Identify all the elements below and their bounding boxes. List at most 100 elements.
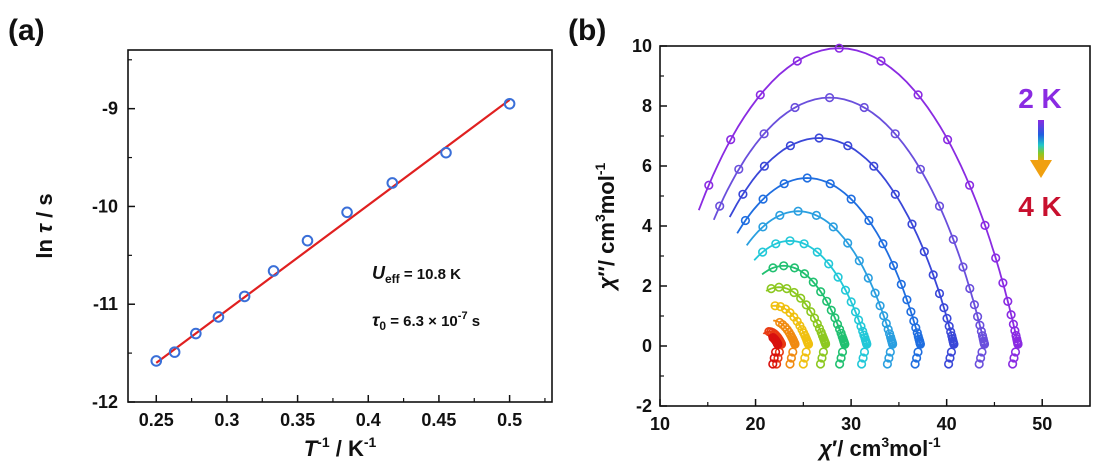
chart-b-ytick-label: -2 xyxy=(636,396,652,416)
data-point xyxy=(771,239,781,249)
data-point xyxy=(850,307,861,317)
chart-b-xlabel-sup2: -1 xyxy=(928,434,941,450)
data-point xyxy=(980,220,990,230)
data-point xyxy=(704,180,714,190)
data-point xyxy=(734,164,744,174)
data-point xyxy=(896,279,906,290)
data-point xyxy=(799,239,809,249)
panel-b-label: (b) xyxy=(568,14,606,47)
data-point xyxy=(974,359,984,369)
data-point xyxy=(822,296,832,306)
chart-a-frame xyxy=(127,49,553,403)
data-point xyxy=(759,161,770,171)
data-point xyxy=(884,329,895,339)
chart-b-xlabel: χ′/ cm3mol-1 xyxy=(817,434,941,461)
chart-b-xlabel-sup1: 3 xyxy=(881,434,889,450)
data-point xyxy=(883,324,893,335)
chart-b-xlabel-prime: ′ xyxy=(832,436,837,461)
data-point xyxy=(942,313,952,324)
data-point xyxy=(975,353,986,363)
chart-a-xtick-label: 0.3 xyxy=(214,410,239,430)
data-point xyxy=(814,323,825,334)
data-point xyxy=(758,194,768,204)
chart-b-xtick-label: 10 xyxy=(650,414,670,434)
data-point xyxy=(779,179,789,189)
cole-cole-series xyxy=(765,282,831,369)
data-point xyxy=(948,234,958,244)
data-point xyxy=(798,359,808,369)
chart-a-marks xyxy=(150,97,516,367)
data-point xyxy=(939,303,949,313)
chart-a-xtick-label: 0.45 xyxy=(421,410,456,430)
chart-a-ylabel-symbol: τ xyxy=(32,223,57,233)
chart-b-xtick-label: 20 xyxy=(746,414,766,434)
data-point xyxy=(890,189,900,199)
chart-b-ylabel-sup1: 3 xyxy=(592,214,608,222)
data-point xyxy=(766,284,776,294)
data-point xyxy=(815,359,826,369)
data-point xyxy=(757,247,768,257)
data-point xyxy=(386,177,399,189)
legend-top-temp: 2 K xyxy=(1018,83,1062,114)
data-point xyxy=(885,347,895,357)
data-point xyxy=(858,353,868,363)
data-point xyxy=(786,353,797,363)
data-point xyxy=(913,347,923,357)
data-point xyxy=(830,313,840,323)
chart-a-ytick-label: -11 xyxy=(93,294,118,314)
fit-curve xyxy=(697,47,1020,347)
cole-cole-series xyxy=(773,317,800,369)
data-point xyxy=(846,194,856,204)
chart-a-xtick-label: 0.4 xyxy=(356,410,381,430)
data-point xyxy=(1007,359,1018,369)
chart-a-xtick-label: 0.5 xyxy=(497,410,522,430)
data-point xyxy=(928,270,938,280)
data-point xyxy=(779,261,789,271)
chart-b-ylabel-unit2: mol xyxy=(594,175,619,214)
cole-cole-series xyxy=(736,173,926,369)
data-point xyxy=(238,290,251,303)
data-point xyxy=(267,265,280,277)
cole-cole-series xyxy=(768,333,783,369)
data-point xyxy=(802,173,812,183)
data-point xyxy=(726,135,736,145)
temperature-arrow-shaft xyxy=(1038,120,1044,162)
data-point xyxy=(859,330,869,340)
tau0-annotation: τ0 = 6.3 × 10-7 s xyxy=(372,310,480,333)
data-point xyxy=(341,206,353,219)
data-point xyxy=(884,353,894,363)
data-point xyxy=(846,297,856,307)
tau0-unit: s xyxy=(468,313,481,330)
tau0-sub: 0 xyxy=(379,319,386,333)
data-point xyxy=(816,287,826,297)
data-point xyxy=(828,222,838,232)
data-point xyxy=(869,161,879,171)
data-point xyxy=(977,331,988,341)
chart-b-ylabel-prime: ″ xyxy=(594,266,619,277)
data-point xyxy=(876,56,886,66)
chart-a-xlabel-sup1: -1 xyxy=(317,434,330,450)
data-point xyxy=(759,129,769,139)
chart-b-xtick-label: 30 xyxy=(841,414,861,434)
chart-a-ylabel-pre: ln xyxy=(32,233,57,259)
data-point xyxy=(947,331,957,341)
chart-a-ticks: 0.25 0.3 0.35 0.4 0.45 0.5 -12 -11 -10 -9 xyxy=(92,59,546,430)
chart-b-ytick-label: 2 xyxy=(642,276,652,296)
chart-b-marks xyxy=(697,43,1023,369)
ueff-value: = 10.8 K xyxy=(400,266,461,283)
data-point xyxy=(972,312,983,322)
cole-cole-series xyxy=(728,133,959,369)
chart-b-ytick-label: 4 xyxy=(642,216,652,236)
data-point xyxy=(301,234,314,247)
data-point xyxy=(788,347,798,357)
data-point xyxy=(818,347,829,357)
data-point xyxy=(775,210,785,220)
data-point xyxy=(946,327,956,337)
data-point xyxy=(858,326,868,336)
data-point xyxy=(942,135,953,145)
data-point xyxy=(856,359,867,369)
data-point xyxy=(785,236,795,246)
data-point xyxy=(503,97,516,110)
